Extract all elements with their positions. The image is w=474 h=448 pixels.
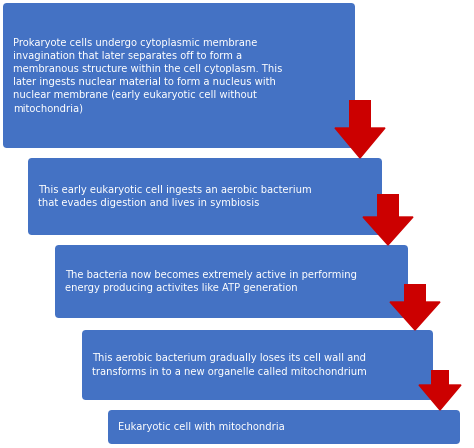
Bar (349, 100, 371, 128)
Bar (404, 284, 426, 302)
Polygon shape (390, 302, 440, 330)
Polygon shape (363, 217, 413, 245)
Text: Prokaryote cells undergo cytoplasmic membrane
invagination that later separates : Prokaryote cells undergo cytoplasmic mem… (13, 38, 283, 113)
Text: Eukaryotic cell with mitochondria: Eukaryotic cell with mitochondria (118, 422, 285, 432)
FancyBboxPatch shape (3, 3, 355, 148)
FancyBboxPatch shape (82, 330, 433, 400)
Bar (377, 194, 399, 217)
FancyBboxPatch shape (28, 158, 382, 235)
FancyBboxPatch shape (108, 410, 460, 444)
Text: The bacteria now becomes extremely active in performing
energy producing activit: The bacteria now becomes extremely activ… (65, 270, 357, 293)
FancyBboxPatch shape (55, 245, 408, 318)
Text: This aerobic bacterium gradually loses its cell wall and
transforms in to a new : This aerobic bacterium gradually loses i… (92, 353, 367, 377)
Polygon shape (419, 385, 461, 410)
Polygon shape (335, 128, 385, 158)
Text: This early eukaryotic cell ingests an aerobic bacterium
that evades digestion an: This early eukaryotic cell ingests an ae… (38, 185, 311, 208)
Bar (431, 370, 449, 385)
